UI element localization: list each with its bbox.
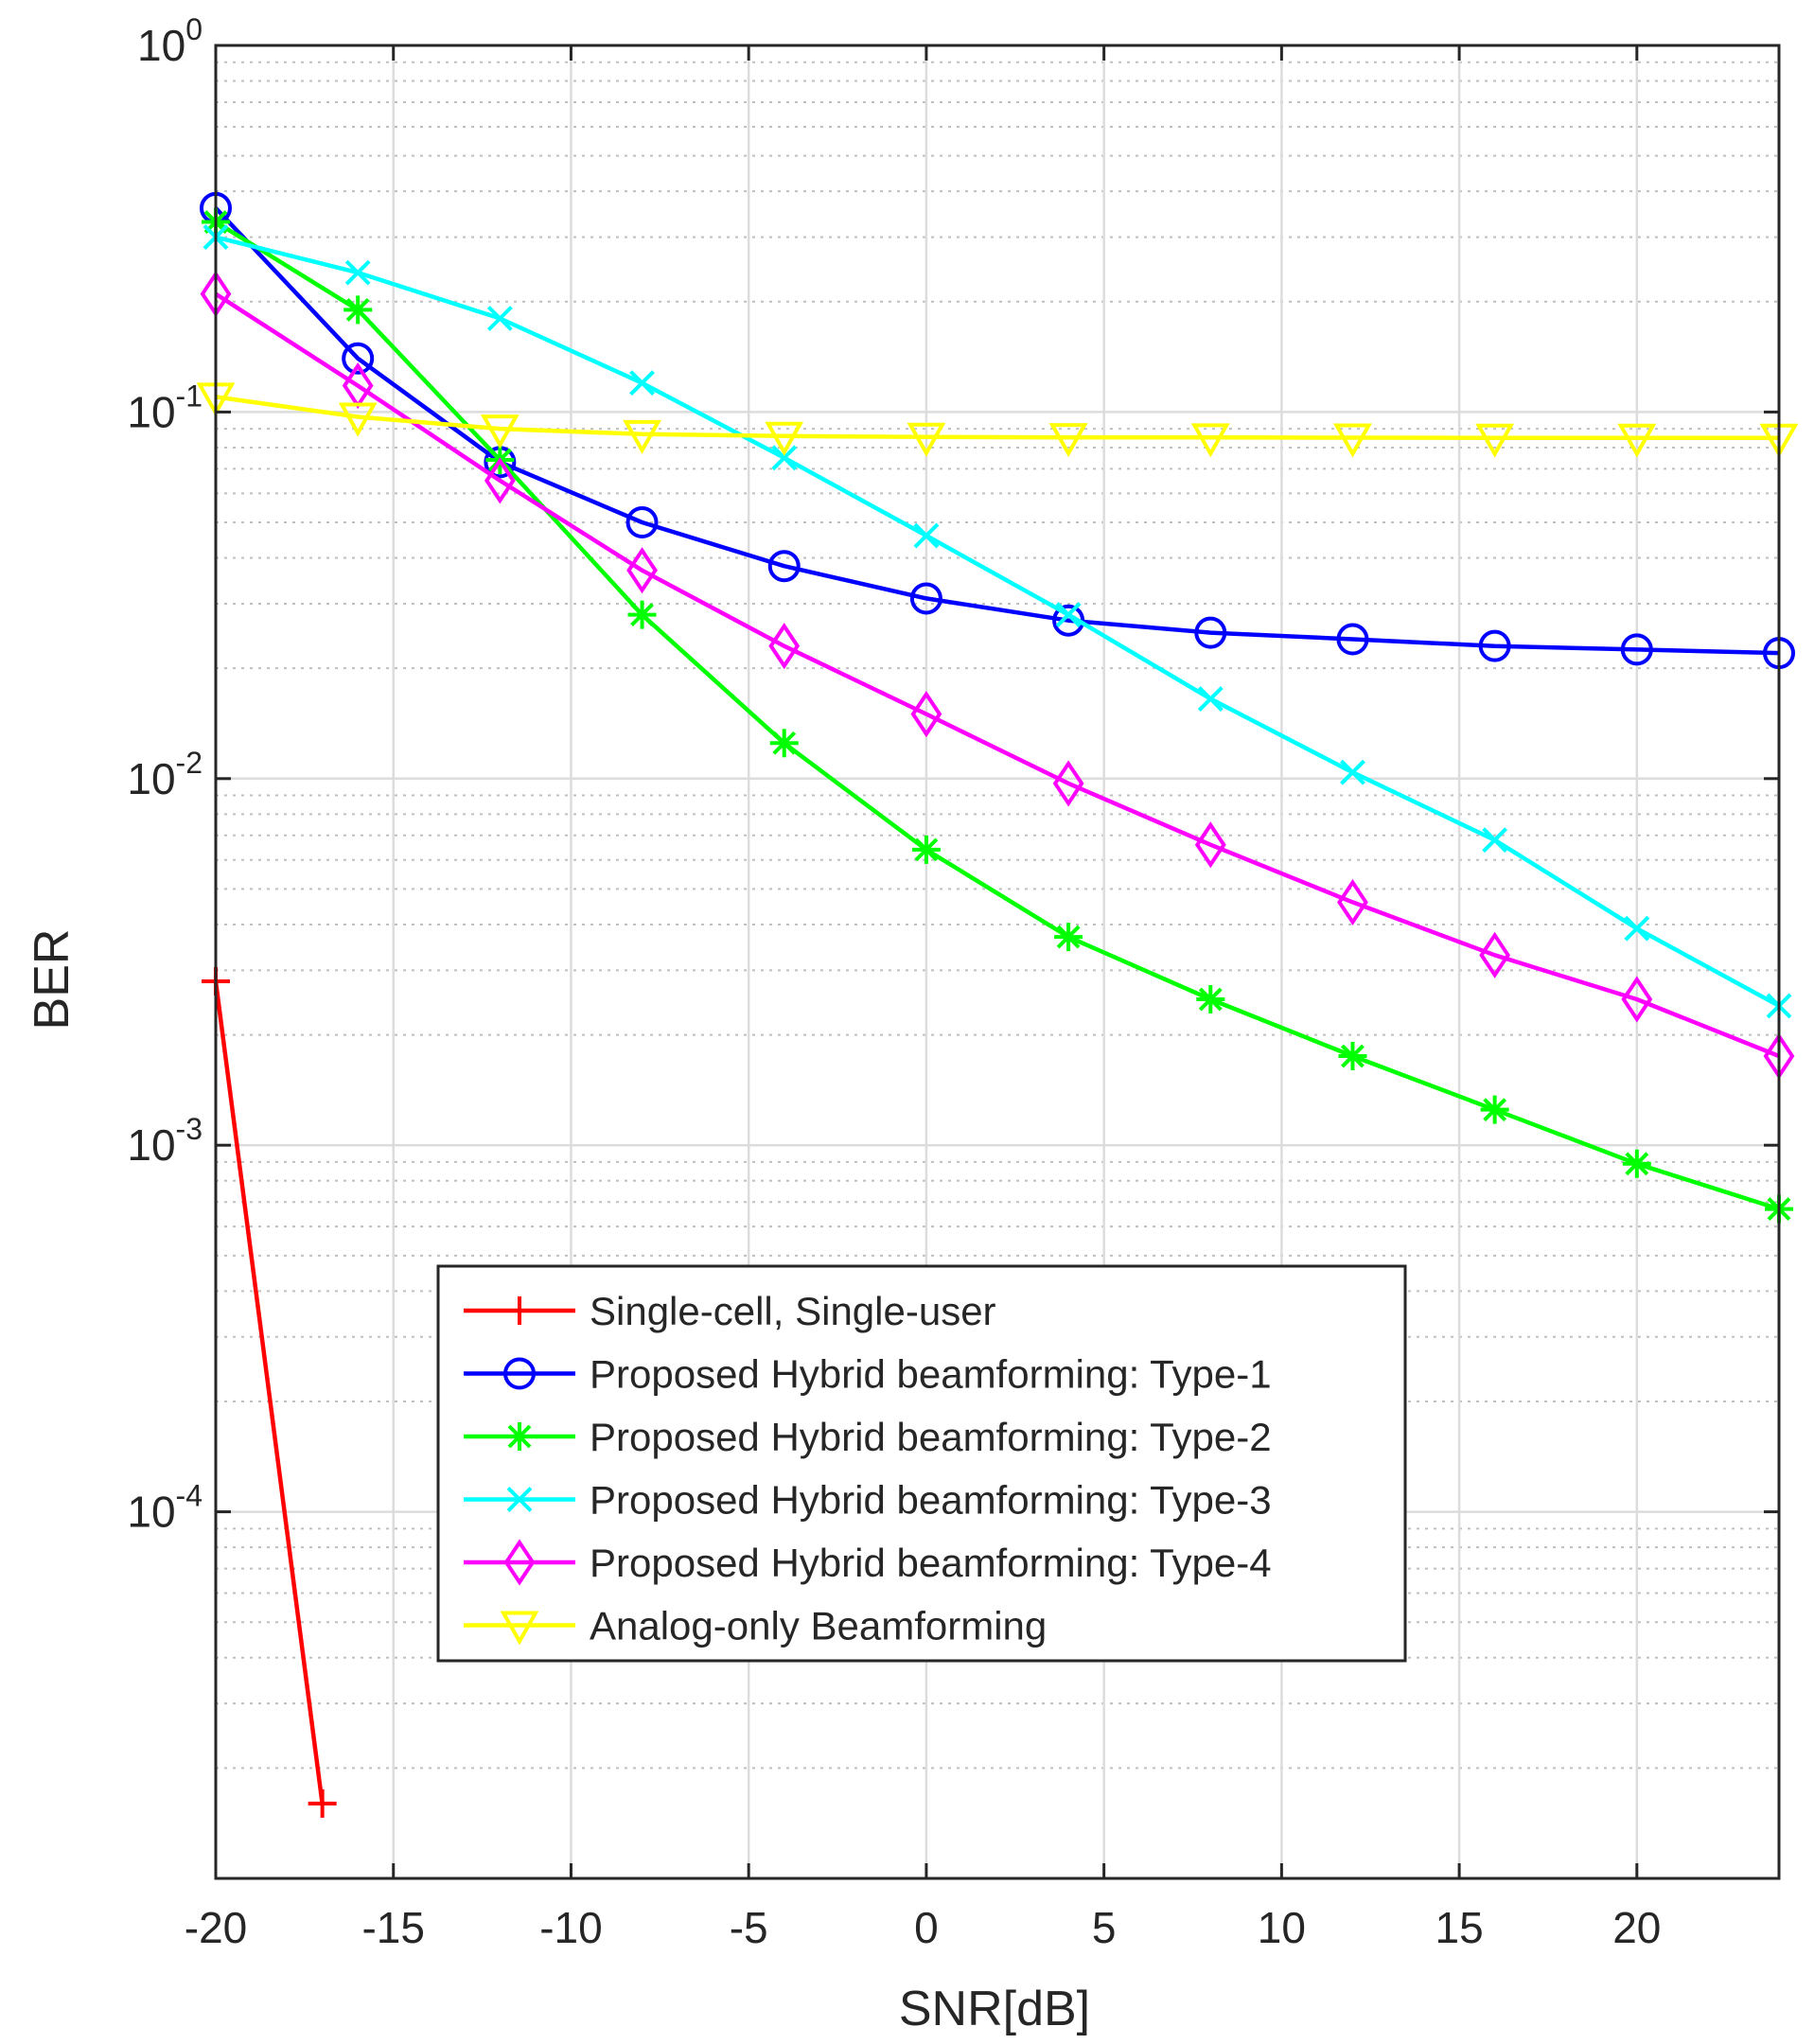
series-5 [200, 270, 1795, 1080]
data-point-marker [623, 419, 661, 454]
data-point-marker [907, 422, 946, 457]
legend-entry: Single-cell, Single-user [464, 1289, 996, 1333]
data-point-marker [629, 370, 655, 396]
x-tick-label: 20 [1612, 1903, 1661, 1952]
legend: Single-cell, Single-user Proposed Hybrid … [436, 1264, 1407, 1663]
data-point-marker [769, 729, 799, 758]
data-point-marker [1478, 629, 1511, 662]
y-tick-label: 100 [137, 12, 203, 70]
data-point-marker [767, 550, 801, 583]
y-tick-label: 10-4 [127, 1479, 203, 1537]
legend-marker [503, 1357, 536, 1390]
data-point-marker [1621, 976, 1653, 1023]
data-point-marker [344, 259, 371, 286]
series-line [214, 291, 1780, 1059]
data-point-marker [627, 600, 657, 629]
data-point-marker [626, 547, 658, 594]
data-point-marker [1340, 759, 1365, 785]
x-tick-label: 15 [1435, 1903, 1484, 1952]
y-axis-label: BER [25, 929, 79, 1031]
y-tick-label: 10-2 [127, 746, 203, 803]
legend-entry: Proposed Hybrid beamforming: Type-4 [464, 1539, 1272, 1586]
x-axis-label: SNR[dB] [899, 1982, 1090, 2036]
data-point-marker [1197, 686, 1224, 712]
data-point-marker [910, 690, 942, 738]
legend-label: Single-cell, Single-user [590, 1289, 996, 1333]
data-point-marker [1620, 633, 1653, 666]
legend-entry: Analog-only Beamforming [464, 1604, 1047, 1648]
data-point-marker [343, 295, 373, 325]
data-point-marker [1617, 423, 1657, 458]
legend-marker [500, 1611, 539, 1646]
x-tick-label: 10 [1258, 1903, 1306, 1952]
legend-box [436, 1264, 1407, 1663]
data-point-marker [1479, 931, 1511, 978]
series-2 [200, 191, 1795, 670]
data-point-marker [768, 623, 801, 670]
data-point-marker [1482, 827, 1508, 854]
x-tick-label: -10 [539, 1903, 602, 1952]
y-tick-label: 10-1 [127, 379, 203, 436]
series-line [215, 395, 1779, 440]
data-point-marker [765, 421, 804, 456]
data-point-marker [1055, 602, 1082, 627]
plot-frame [214, 44, 1781, 1880]
data-point-marker [625, 506, 659, 539]
data-point-marker [1194, 616, 1227, 649]
legend-entry: Proposed Hybrid beamforming: Type-3 [464, 1478, 1272, 1523]
data-point-marker [338, 402, 378, 437]
x-tick-label: -20 [185, 1903, 247, 1952]
data-point-marker [1333, 423, 1372, 458]
legend-entry: Proposed Hybrid beamforming: Type-2 [464, 1415, 1272, 1459]
data-point-marker [1475, 423, 1515, 458]
legend-entry: Proposed Hybrid beamforming: Type-1 [464, 1352, 1272, 1397]
data-point-marker [1480, 1095, 1509, 1124]
data-point-marker [1338, 1042, 1367, 1071]
x-axis-ticks: -20 -15 -10 -5 0 5 10 15 20 [185, 45, 1661, 1952]
legend-marker [503, 1539, 536, 1586]
legend-marker [506, 1487, 533, 1512]
data-point-marker [308, 1788, 337, 1818]
data-point-marker [1336, 623, 1369, 656]
data-point-marker [480, 414, 520, 449]
series-line [214, 206, 1780, 656]
data-point-marker [1624, 915, 1650, 942]
x-tick-label: -5 [730, 1903, 768, 1952]
data-point-marker [913, 522, 940, 549]
data-point-marker [1196, 985, 1225, 1014]
data-point-marker [486, 306, 513, 331]
legend-marker [505, 1296, 534, 1325]
legend-label: Analog-only Beamforming [590, 1604, 1047, 1648]
data-point-marker [909, 582, 942, 615]
data-point-marker [1048, 423, 1088, 458]
data-point-marker [1337, 878, 1368, 926]
x-tick-label: 5 [1092, 1903, 1117, 1952]
data-point-marker [911, 835, 941, 864]
legend-label: Proposed Hybrid beamforming: Type-4 [590, 1541, 1272, 1585]
y-axis-ticks: 100 10-1 10-2 10-3 10-4 [127, 12, 1779, 1537]
data-point-marker [1194, 821, 1226, 869]
x-tick-label: -15 [361, 1903, 424, 1952]
series-line [214, 220, 1780, 1211]
data-point-marker [1054, 923, 1083, 952]
x-tick-label: 0 [914, 1903, 939, 1952]
series-line [215, 235, 1781, 1008]
data-point-marker [1190, 423, 1230, 458]
data-point-marker [1622, 1149, 1651, 1178]
data-point-marker [771, 445, 798, 471]
data-point-marker [484, 457, 516, 504]
data-point-marker [1052, 760, 1084, 807]
legend-label: Proposed Hybrid beamforming: Type-2 [590, 1415, 1272, 1459]
legend-marker [505, 1422, 534, 1451]
legend-label: Proposed Hybrid beamforming: Type-1 [590, 1352, 1272, 1397]
data-point-marker [1052, 604, 1085, 637]
y-tick-label: 10-3 [127, 1112, 203, 1170]
series-line [213, 980, 325, 1805]
legend-label: Proposed Hybrid beamforming: Type-3 [590, 1478, 1272, 1523]
data-point-marker [342, 342, 375, 375]
